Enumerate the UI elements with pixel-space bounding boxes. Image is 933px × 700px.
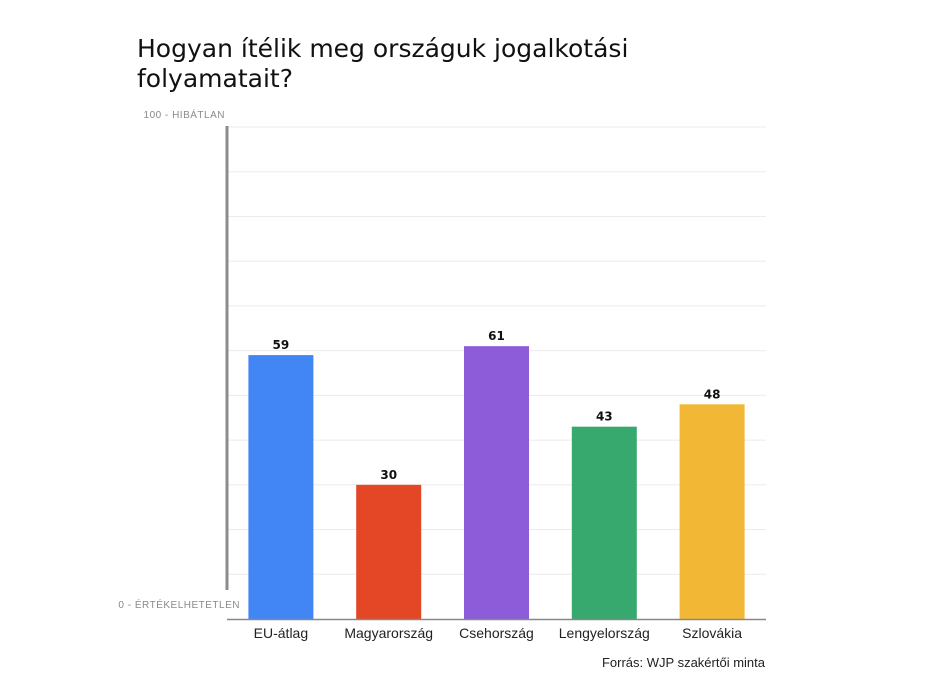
data-label: 59 — [273, 338, 290, 352]
bars — [248, 346, 745, 619]
data-labels: 59 30 61 43 48 — [273, 329, 721, 482]
y-axis-max-label: 100 - HIBÁTLAN — [144, 108, 225, 121]
chart-title: Hogyan ítélik meg országuk jogalkotási f… — [137, 34, 629, 93]
data-label: 43 — [596, 410, 613, 424]
data-label: 30 — [380, 468, 397, 482]
bar-3 — [464, 346, 529, 619]
data-label: 61 — [488, 329, 505, 343]
bar-5 — [679, 404, 745, 619]
bar-1 — [248, 355, 314, 619]
x-tick-label: EU-átlag — [254, 625, 308, 641]
x-tick-label: Csehország — [459, 625, 534, 641]
data-label: 48 — [704, 387, 721, 401]
gridlines — [227, 126, 766, 575]
x-tick-label: Magyarország — [344, 625, 433, 641]
y-axis-min-label: 0 - ÉRTÉKELHETETLEN — [118, 598, 240, 611]
x-axis-labels: EU-átlag Magyarország Csehország Lengyelors… — [254, 625, 743, 641]
bar-4 — [571, 426, 637, 619]
x-tick-label: Lengyelország — [559, 625, 650, 641]
x-tick-label: Szlovákia — [682, 625, 742, 641]
source-note: Forrás: WJP szakértői minta — [601, 655, 765, 670]
bar-2 — [356, 484, 422, 619]
